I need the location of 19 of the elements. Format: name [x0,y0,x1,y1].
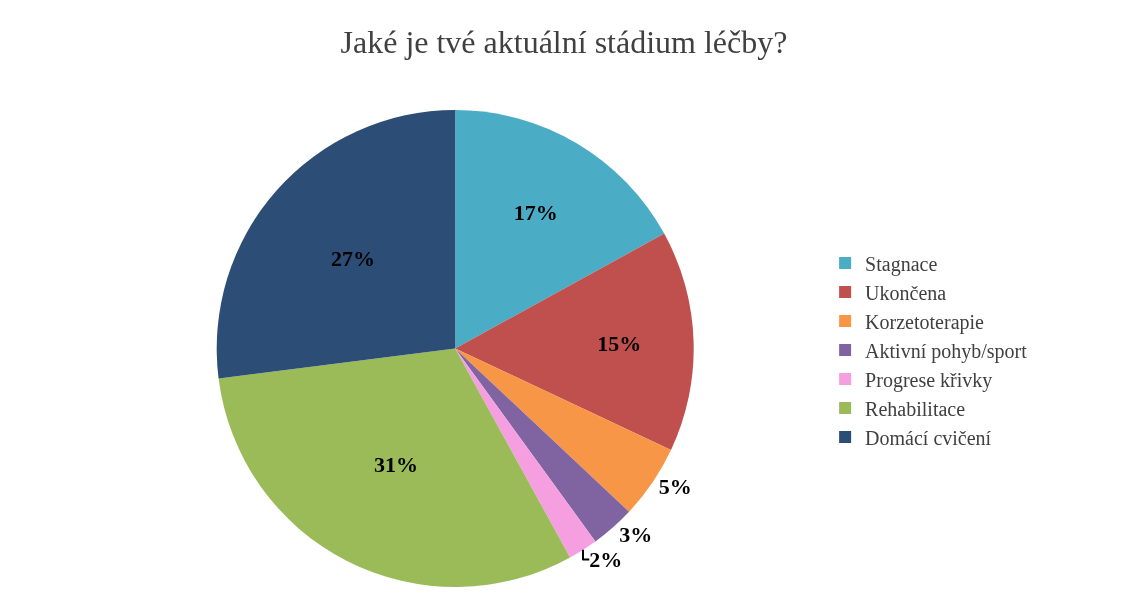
legend-label: Stagnace [865,252,938,276]
pie-slice [455,233,694,451]
legend-label: Domácí cvičení [865,426,992,449]
legend-label: Ukončena [865,281,947,304]
data-label: 5% [658,474,692,500]
pie-slice [455,110,665,349]
pie-slice [218,348,571,587]
data-label: 31% [373,452,418,478]
legend-label: Progrese křivky [865,368,993,392]
pie-slice [216,110,456,379]
data-label: 3% [619,521,653,547]
data-label: 27% [330,245,375,271]
legend-label: Korzetoterapie [865,310,985,334]
legend-label: Rehabilitace [865,397,966,420]
legend-label: Aktivní pohyb/sport [865,339,1028,363]
chart-title: Jaké je tvé aktuální stádium léčby? [340,23,788,60]
data-label: 17% [513,199,558,225]
data-label: 2% [589,546,623,572]
data-label: 15% [597,330,642,356]
